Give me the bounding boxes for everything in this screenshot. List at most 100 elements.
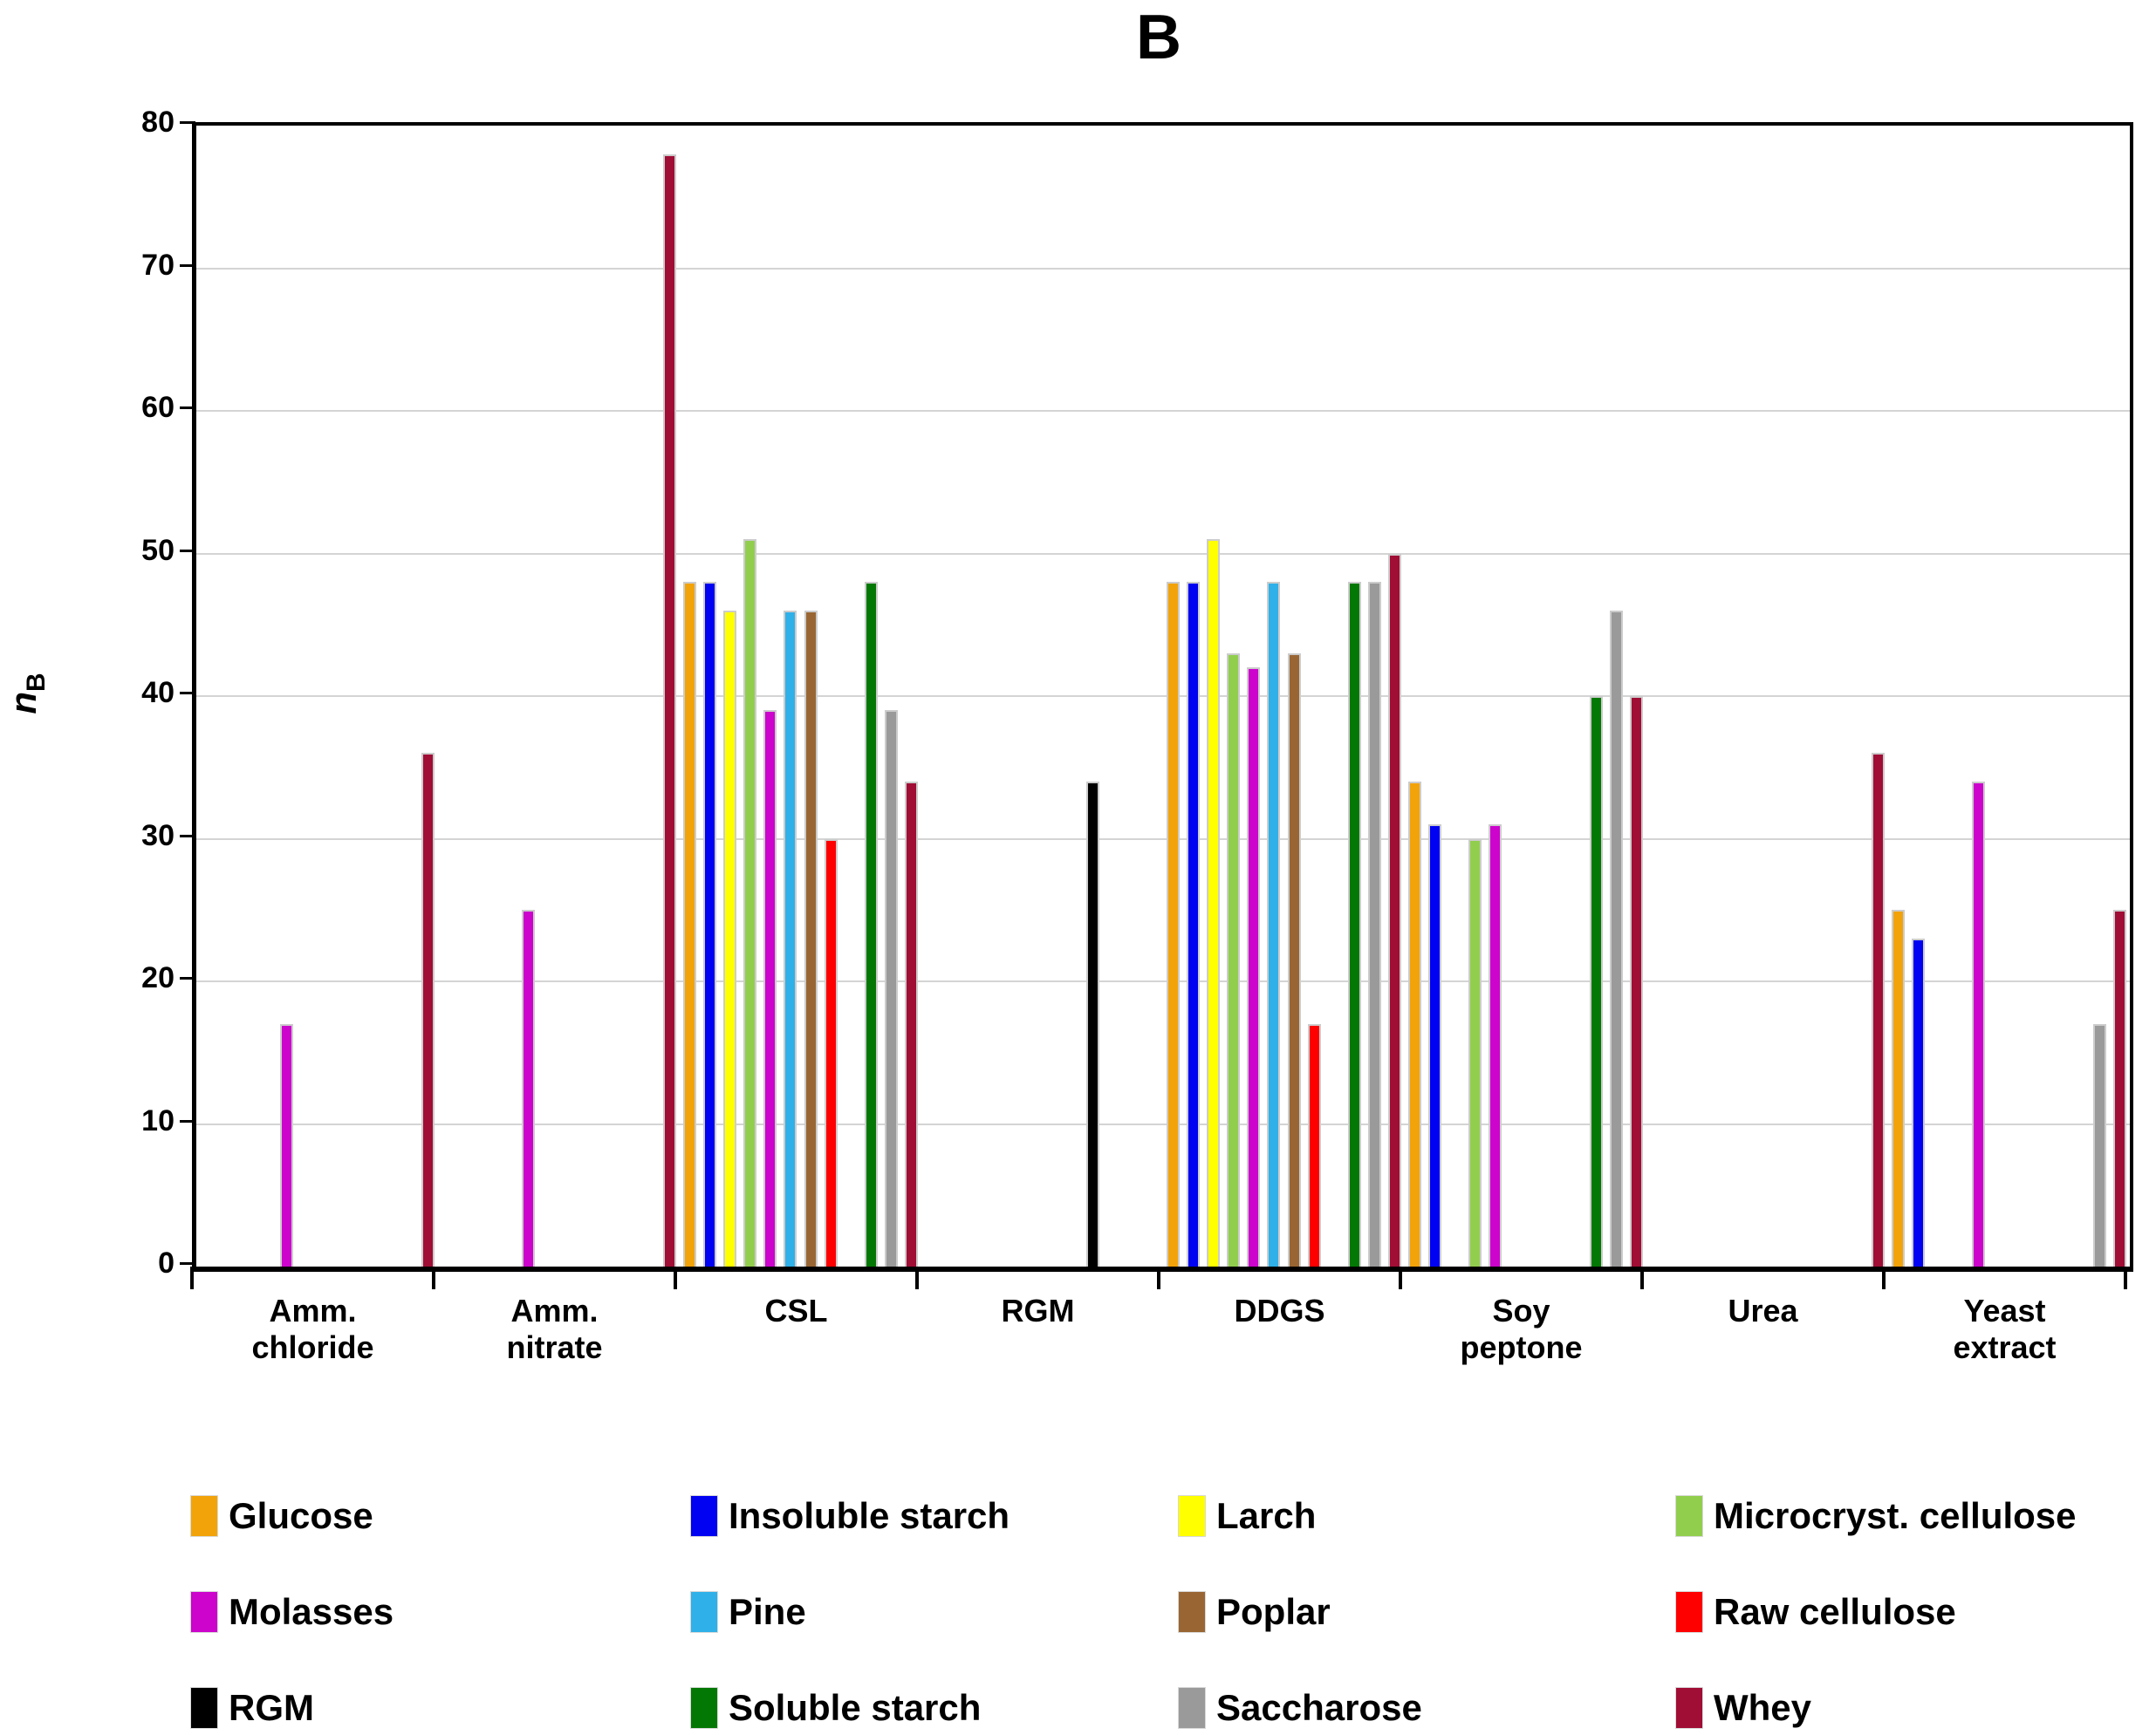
gridline-y-10 — [196, 1123, 2130, 1125]
bar-pine-csl — [784, 610, 797, 1267]
legend-swatch-raw-cellulose — [1675, 1591, 1703, 1633]
legend-label-soluble-starch: Soluble starch — [729, 1687, 982, 1728]
legend-item-rgm: RGM — [190, 1685, 314, 1731]
legend-swatch-rgm — [190, 1687, 218, 1729]
legend-label-poplar: Poplar — [1216, 1591, 1331, 1632]
gridline-y-40 — [196, 695, 2130, 697]
legend-label-glucose: Glucose — [229, 1495, 373, 1536]
bar-molasses-yeast-extract — [1972, 782, 1986, 1267]
bar-whey-yeast-extract — [2112, 910, 2126, 1267]
legend-item-pine: Pine — [690, 1589, 806, 1635]
bar-molasses-amm-nitrate — [522, 910, 536, 1267]
legend-label-whey: Whey — [1714, 1687, 1812, 1728]
bar-whey-amm-nitrate — [662, 154, 676, 1267]
bar-molasses-csl — [763, 710, 777, 1267]
x-category-label-csl: CSL — [764, 1293, 828, 1329]
legend-item-raw-cellulose: Raw cellulose — [1675, 1589, 1956, 1635]
legend-item-microcryst-cellulose: Microcryst. cellulose — [1675, 1493, 2077, 1539]
legend-swatch-whey — [1675, 1687, 1703, 1729]
legend-item-soluble-starch: Soluble starch — [690, 1685, 981, 1731]
x-category-label-rgm: RGM — [1001, 1293, 1075, 1329]
y-tick-mark-80 — [180, 121, 195, 124]
gridline-y-20 — [196, 980, 2130, 982]
y-axis-title-symbol: n — [3, 692, 44, 714]
x-category-label-urea: Urea — [1728, 1293, 1798, 1329]
legend-label-saccharose: Saccharose — [1216, 1687, 1422, 1728]
y-tick-label-50: 50 — [141, 533, 175, 567]
gridline-y-60 — [196, 410, 2130, 412]
bar-molasses-ddgs — [1247, 667, 1261, 1267]
bar-rgm-rgm — [1085, 782, 1099, 1267]
y-tick-mark-20 — [180, 977, 195, 980]
bar-insoluble-starch-csl — [703, 582, 717, 1267]
bar-glucose-ddgs — [1167, 582, 1181, 1267]
x-tick-mark-3 — [915, 1267, 919, 1289]
legend-item-saccharose: Saccharose — [1178, 1685, 1422, 1731]
legend-label-insoluble-starch: Insoluble starch — [729, 1495, 1010, 1536]
plot-area — [192, 122, 2133, 1272]
gridline-y-70 — [196, 267, 2130, 270]
y-tick-label-80: 80 — [141, 106, 175, 139]
y-tick-label-10: 10 — [141, 1103, 175, 1137]
legend-label-microcryst-cellulose: Microcryst. cellulose — [1714, 1495, 2077, 1536]
legend-item-whey: Whey — [1675, 1685, 1811, 1731]
y-tick-mark-60 — [180, 406, 195, 409]
bar-insoluble-starch-ddgs — [1187, 582, 1201, 1267]
legend-swatch-saccharose — [1178, 1687, 1206, 1729]
bar-glucose-soy-peptone — [1408, 782, 1422, 1267]
bar-whey-soy-peptone — [1629, 696, 1643, 1267]
legend-label-molasses: Molasses — [229, 1591, 394, 1632]
legend-swatch-molasses — [190, 1591, 218, 1633]
x-tick-mark-7 — [1882, 1267, 1886, 1289]
bar-soluble-starch-ddgs — [1347, 582, 1361, 1267]
legend-label-larch: Larch — [1216, 1495, 1317, 1536]
x-tick-mark-6 — [1640, 1267, 1644, 1289]
x-tick-mark-4 — [1157, 1267, 1160, 1289]
y-tick-mark-40 — [180, 692, 195, 694]
y-tick-label-30: 30 — [141, 818, 175, 852]
chart-title: B — [1136, 3, 1181, 72]
bar-insoluble-starch-yeast-extract — [1912, 938, 1926, 1267]
bar-saccharose-yeast-extract — [2092, 1024, 2106, 1267]
x-tick-mark-1 — [432, 1267, 435, 1289]
bar-whey-urea — [1871, 753, 1885, 1267]
y-tick-mark-50 — [180, 549, 195, 552]
legend-swatch-insoluble-starch — [690, 1495, 718, 1537]
legend-item-molasses: Molasses — [190, 1589, 394, 1635]
gridline-y-50 — [196, 552, 2130, 555]
bar-larch-csl — [723, 610, 737, 1267]
bar-raw-cellulose-ddgs — [1307, 1024, 1321, 1267]
y-tick-label-20: 20 — [141, 961, 175, 994]
bar-larch-ddgs — [1207, 539, 1221, 1267]
x-category-label-amm-nitrate: Amm. nitrate — [506, 1293, 603, 1365]
bar-saccharose-csl — [884, 710, 898, 1267]
bar-molasses-soy-peptone — [1489, 824, 1502, 1267]
legend-item-larch: Larch — [1178, 1493, 1316, 1539]
x-category-label-ddgs: DDGS — [1234, 1293, 1325, 1329]
bar-whey-ddgs — [1387, 553, 1401, 1267]
bar-microcryst-cellulose-soy-peptone — [1468, 838, 1482, 1267]
legend-swatch-glucose — [190, 1495, 218, 1537]
legend-label-rgm: RGM — [229, 1687, 314, 1728]
y-tick-label-0: 0 — [158, 1247, 175, 1280]
bar-microcryst-cellulose-csl — [743, 539, 757, 1267]
y-tick-mark-10 — [180, 1119, 195, 1123]
legend-swatch-larch — [1178, 1495, 1206, 1537]
bar-microcryst-cellulose-ddgs — [1227, 652, 1241, 1267]
bar-soluble-starch-csl — [864, 582, 878, 1267]
y-tick-mark-0 — [180, 1262, 195, 1265]
legend-swatch-pine — [690, 1591, 718, 1633]
bar-glucose-yeast-extract — [1892, 910, 1906, 1267]
bar-poplar-ddgs — [1287, 652, 1301, 1267]
x-tick-mark-8 — [2124, 1267, 2127, 1289]
y-tick-label-60: 60 — [141, 391, 175, 424]
bar-molasses-amm-chloride — [280, 1024, 294, 1267]
bar-soluble-starch-soy-peptone — [1589, 696, 1603, 1267]
y-tick-label-70: 70 — [141, 248, 175, 282]
legend-label-pine: Pine — [729, 1591, 806, 1632]
bar-pine-ddgs — [1267, 582, 1281, 1267]
x-category-label-yeast-extract: Yeast extract — [1953, 1293, 2057, 1365]
y-tick-mark-70 — [180, 263, 195, 267]
y-tick-label-40: 40 — [141, 676, 175, 709]
